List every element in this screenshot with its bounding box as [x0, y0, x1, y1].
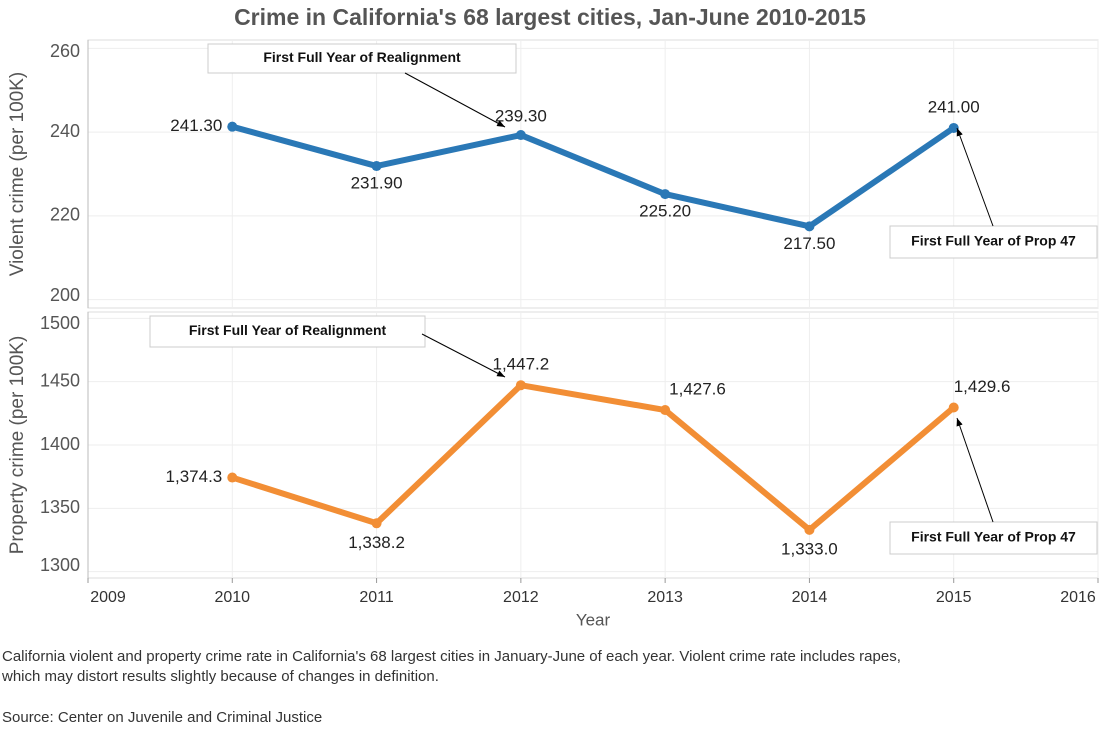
plot-frame: [87, 39, 1099, 309]
y-axis-label: Violent crime (per 100K): [7, 72, 28, 277]
data-label: 1,338.2: [348, 533, 405, 552]
data-point: [804, 221, 815, 232]
x-tick-label: 2014: [792, 589, 828, 606]
data-label: 239.30: [495, 107, 547, 126]
y-tick-label: 1350: [40, 497, 80, 517]
data-point: [515, 380, 526, 391]
caption: California violent and property crime ra…: [2, 648, 901, 665]
data-label: 241.30: [170, 116, 222, 135]
data-point: [660, 189, 671, 200]
x-tick-label: 2015: [936, 589, 972, 606]
series-line: [231, 382, 956, 533]
annotation-arrow: [421, 333, 506, 378]
annotation-text: First Full Year of Prop 47: [911, 233, 1076, 249]
data-label: 1,374.3: [166, 467, 223, 486]
data-point: [371, 518, 382, 529]
annotation-box: [149, 315, 426, 348]
annotation-box: [889, 225, 1098, 259]
data-point: [948, 122, 959, 133]
y-tick-label: 1300: [40, 555, 80, 575]
data-label: 217.50: [783, 234, 835, 253]
data-label: 225.20: [639, 202, 691, 221]
x-tick-label: 2011: [359, 589, 394, 606]
y-tick-label: 1400: [40, 434, 80, 454]
y-tick-label: 240: [50, 121, 80, 141]
chart-title: Crime in California's 68 largest cities,…: [234, 4, 866, 30]
y-tick-label: 200: [50, 285, 80, 305]
annotation-box: [889, 521, 1098, 555]
caption: which may distort results slightly becau…: [1, 668, 439, 685]
y-tick-label: 1500: [40, 313, 80, 333]
x-tick-label: 2010: [214, 589, 250, 606]
series-line: [231, 123, 956, 230]
y-tick-label: 1450: [40, 370, 80, 390]
x-tick-label: 2013: [647, 589, 683, 606]
y-tick-label: 220: [50, 205, 80, 225]
annotation-box: [207, 43, 517, 74]
data-point: [804, 524, 815, 535]
annotation-arrow: [956, 417, 994, 523]
data-label: 241.00: [928, 97, 980, 116]
data-point: [948, 402, 959, 413]
data-point: [227, 472, 238, 483]
annotation-arrow: [404, 72, 506, 128]
annotation-text: First Full Year of Prop 47: [911, 529, 1076, 545]
data-point: [660, 405, 671, 416]
annotation-text: First Full Year of Realignment: [263, 49, 461, 65]
x-tick-label: 2016: [1060, 589, 1096, 606]
source: Source: Center on Juvenile and Criminal …: [2, 709, 322, 726]
x-tick-label: 2009: [90, 589, 126, 606]
data-label: 231.90: [351, 174, 403, 193]
y-tick-label: 260: [50, 41, 80, 61]
data-point: [227, 121, 238, 132]
data-point: [515, 130, 526, 141]
annotation-arrow: [956, 127, 994, 227]
annotation-text: First Full Year of Realignment: [189, 322, 387, 338]
y-axis-label: Property crime (per 100K): [7, 336, 28, 555]
data-label: 1,447.2: [492, 355, 549, 374]
data-point: [371, 161, 382, 172]
x-axis-label: Year: [576, 610, 611, 629]
data-label: 1,333.0: [781, 539, 838, 558]
data-label: 1,429.6: [954, 377, 1011, 396]
data-label: 1,427.6: [669, 380, 726, 399]
x-tick-label: 2012: [503, 589, 539, 606]
